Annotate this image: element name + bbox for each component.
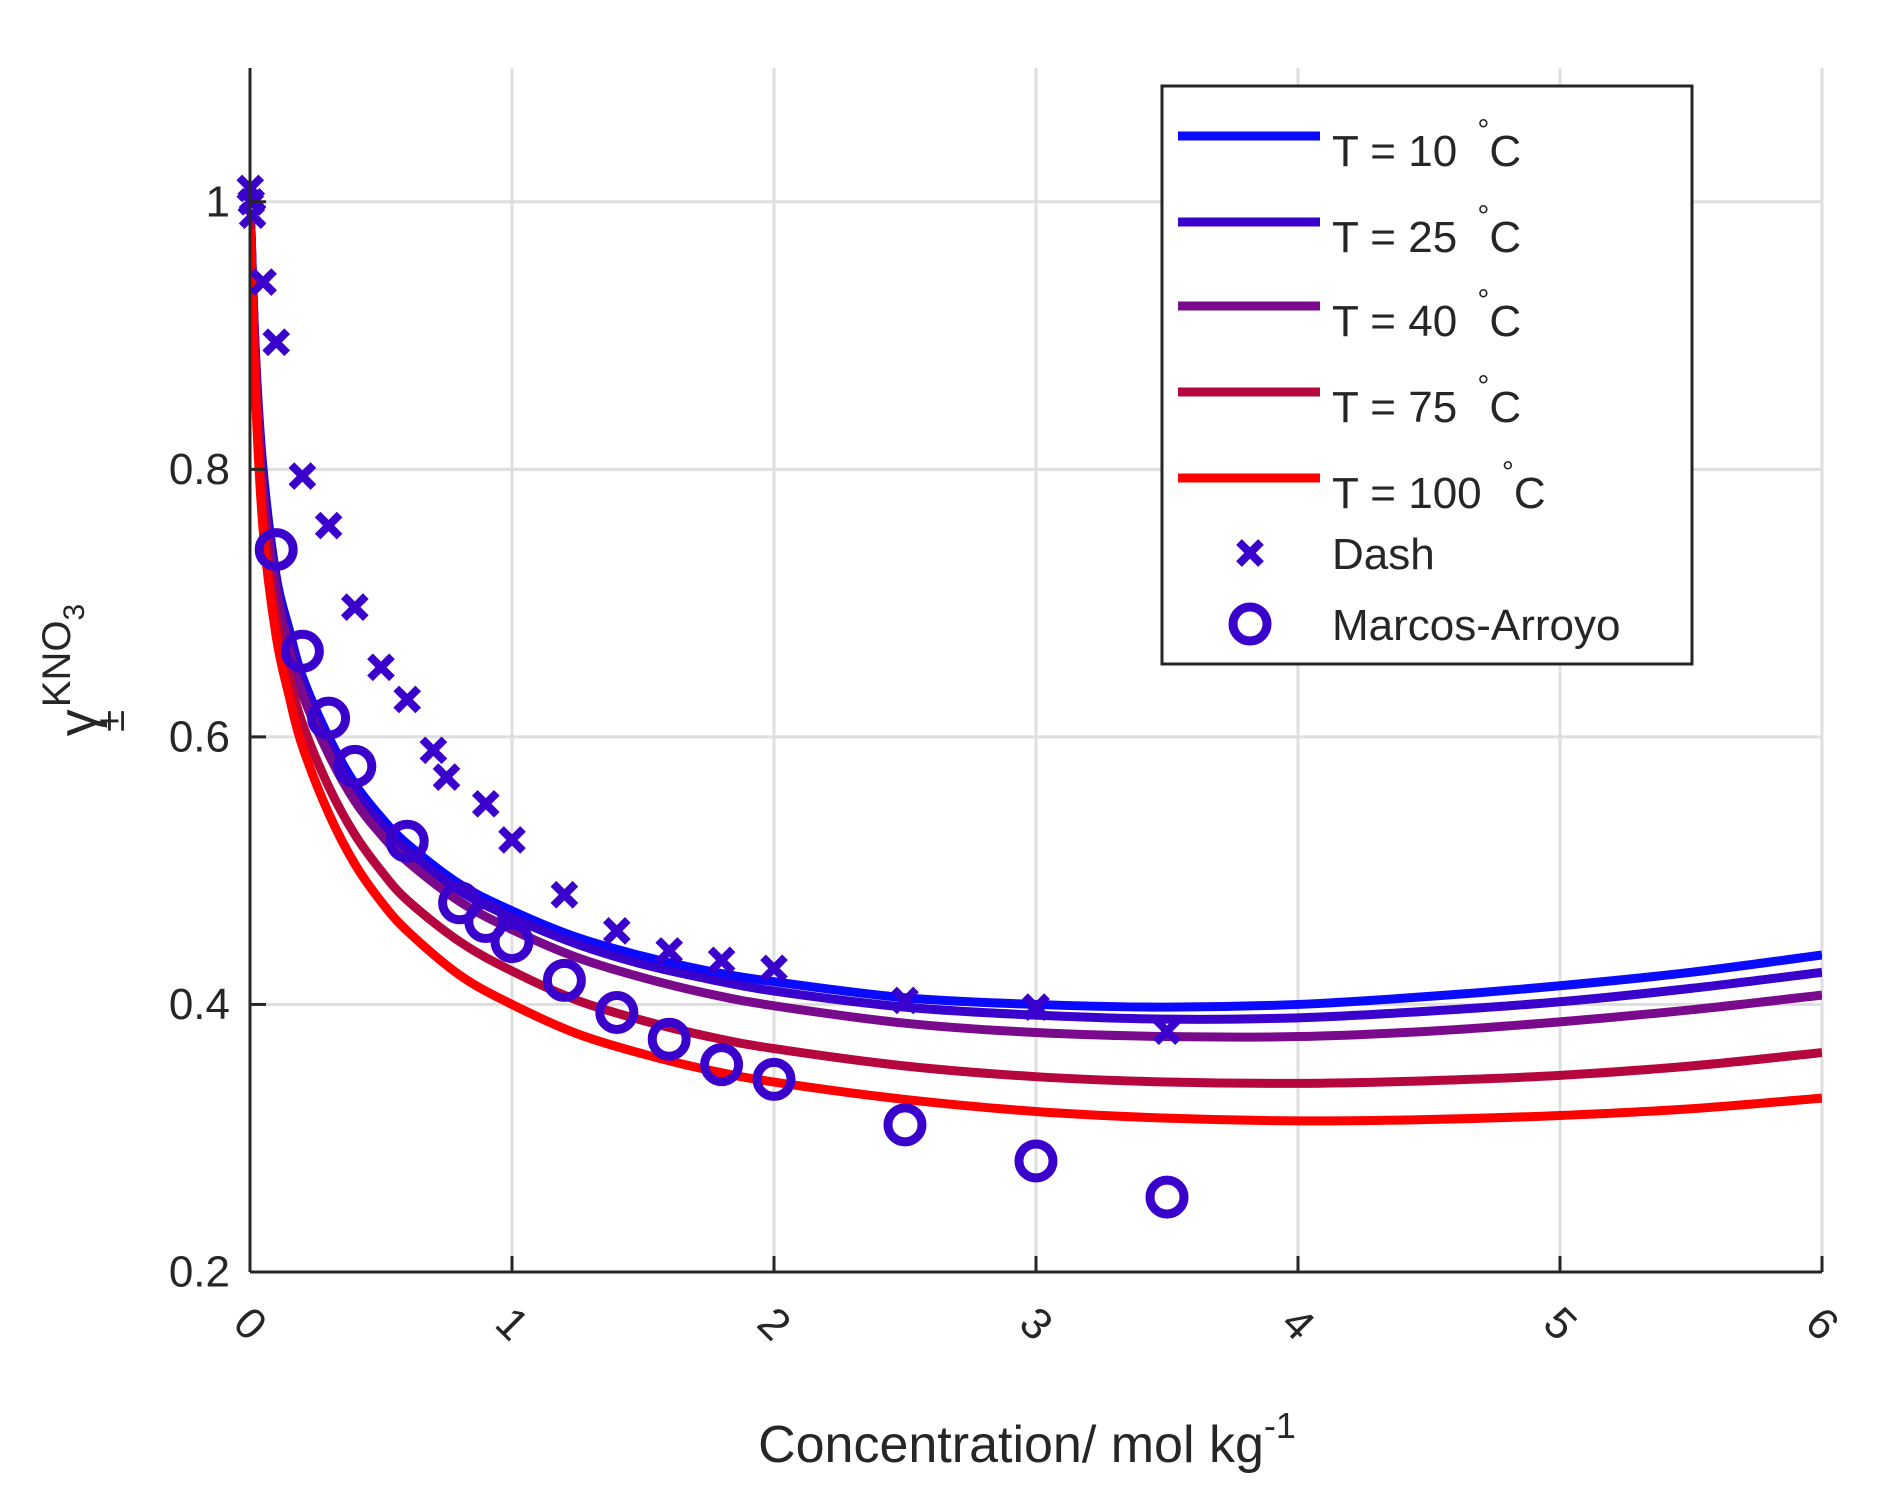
- dash-data-point: [655, 937, 684, 965]
- marcos-arroyo-data-point: [307, 696, 351, 740]
- dash-data-point: [471, 789, 500, 818]
- series-line: [250, 228, 1822, 1126]
- dash-data-point: [249, 268, 277, 296]
- legend-swatch: [1228, 602, 1272, 646]
- legend-label: T = 10 °C: [1332, 114, 1521, 176]
- marcos-arroyo-data-point: [490, 920, 534, 964]
- dash-data-point: [550, 880, 579, 909]
- legend-label: T = 75 °C: [1332, 370, 1521, 432]
- dash-data-point: [707, 946, 736, 975]
- dash-data-point: [367, 653, 395, 682]
- marcos-arroyo-data-point: [700, 1043, 744, 1087]
- axes: [248, 68, 1824, 1274]
- marcos-arroyo-data-point: [280, 629, 324, 673]
- dash-data-point: [891, 986, 919, 1015]
- y-axis-label: γKNO3±: [35, 604, 133, 736]
- legend-label: T = 100 °C: [1332, 456, 1546, 518]
- dash-data-point: [393, 685, 422, 714]
- marcos-arroyo-data-point: [385, 819, 429, 863]
- y-tick-label: 0.2: [169, 1248, 230, 1297]
- legend-label: T = 40 °C: [1332, 284, 1521, 346]
- marcos-arroyo-data-point: [752, 1057, 796, 1101]
- legend-box: [1160, 84, 1694, 666]
- legend: T = 10 °C T = 25 °C T = 40 °C T = 75 °C T = …: [1160, 84, 1694, 666]
- dash-data-point: [238, 201, 267, 229]
- legend-label: Marcos-Arroyo: [1332, 601, 1621, 650]
- dash-data-point: [419, 736, 448, 765]
- marcos-arroyo-data-point: [1145, 1175, 1189, 1219]
- marcos-arroyo-data-point: [542, 958, 586, 1002]
- dash-data-point: [602, 917, 631, 945]
- dash-data-point: [314, 511, 343, 540]
- marcos-arroyo-data-point: [333, 744, 377, 788]
- marcos-arroyo-data-point: [464, 900, 508, 944]
- y-tick-label: 0.4: [169, 980, 230, 1029]
- dash-data-point: [340, 593, 369, 621]
- marcos-arroyo-data-point: [254, 528, 298, 572]
- legend-label: T = 25 °C: [1332, 200, 1521, 262]
- y-tick-label: 0.8: [169, 445, 230, 494]
- legend-label: Dash: [1332, 530, 1435, 579]
- marcos-arroyo-data-point: [1014, 1139, 1058, 1183]
- dash-data-point: [1153, 1017, 1181, 1046]
- dash-data-point: [432, 763, 461, 791]
- series-line: [250, 215, 1822, 1042]
- x-axis-label: Concentration/ mol kg-1: [758, 1405, 1296, 1474]
- dash-data-point: [288, 462, 317, 490]
- dash-data-point: [760, 954, 788, 983]
- y-tick-label: 0.6: [169, 712, 230, 761]
- marcos-arroyo-data-point: [595, 990, 639, 1034]
- y-tick-label: 1: [206, 177, 230, 226]
- legend-swatch: [1236, 539, 1264, 567]
- dash-data-point: [262, 328, 291, 357]
- marcos-arroyo-data-point: [883, 1103, 927, 1147]
- marcos-arroyo-data-point: [647, 1017, 691, 1061]
- dash-data-point: [498, 826, 526, 854]
- dash-data-point: [1022, 993, 1050, 1021]
- series-markers: [236, 174, 1189, 1219]
